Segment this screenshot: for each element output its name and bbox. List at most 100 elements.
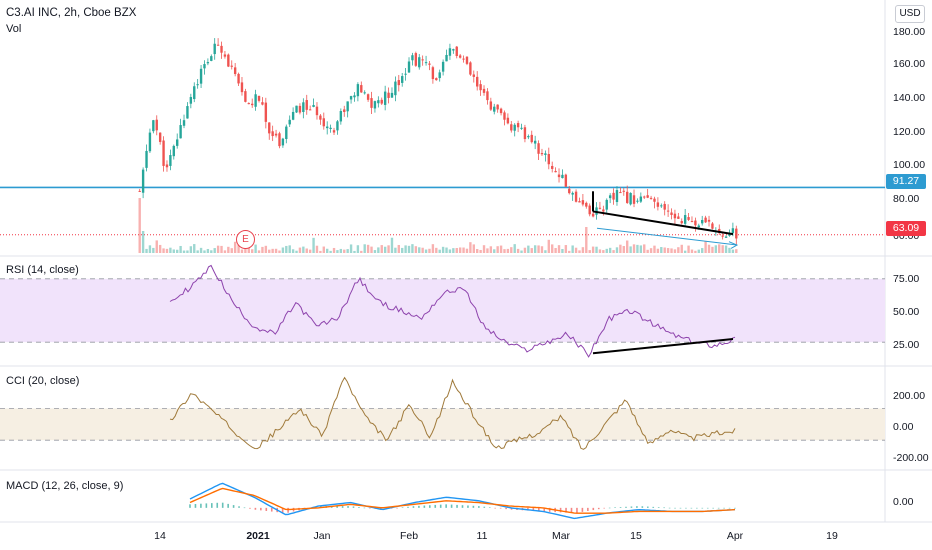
candle-body: [707, 219, 711, 222]
volume-bar: [516, 248, 520, 253]
macd-histogram-bar: [221, 502, 224, 508]
volume-bar: [288, 245, 291, 253]
volume-bar: [568, 250, 571, 253]
volume-bar: [612, 250, 615, 253]
volume-bar: [591, 246, 595, 253]
volume-bar: [690, 249, 694, 253]
volume-bar: [360, 250, 363, 253]
candle-body: [476, 76, 479, 87]
volume-bar: [458, 247, 462, 253]
macd-histogram-bar: [734, 507, 736, 509]
volume-bar: [469, 242, 472, 253]
macd-histogram-bar: [363, 507, 366, 509]
candle-body: [295, 105, 298, 113]
volume-bar: [721, 245, 724, 253]
candle-body: [632, 195, 636, 204]
candle-body: [165, 164, 169, 168]
candle-body: [336, 121, 339, 131]
cci-tick-label: 0.00: [893, 421, 914, 433]
volume-bar: [465, 248, 469, 253]
volume-bar: [346, 249, 349, 253]
macd-histogram-bar: [238, 506, 240, 508]
candle-body: [244, 91, 247, 102]
volume-bar: [718, 244, 721, 253]
candle-body: [216, 44, 220, 46]
candle-body: [690, 221, 694, 223]
candle-body: [588, 205, 591, 215]
candle-body: [711, 223, 714, 229]
currency-button[interactable]: USD: [895, 5, 925, 23]
macd-histogram-bar: [450, 504, 453, 508]
candle-body: [469, 62, 472, 75]
candle-body: [176, 139, 179, 146]
macd-histogram-bar: [674, 507, 676, 509]
macd-histogram-bar: [369, 507, 371, 509]
volume-bar: [407, 245, 411, 253]
candle-body: [571, 192, 574, 195]
candle-body: [193, 86, 196, 100]
macd-histogram-bar: [336, 506, 338, 508]
macd-histogram-bar: [478, 506, 480, 508]
candle-body: [152, 120, 155, 132]
volume-bar: [533, 245, 537, 253]
volume-bar: [141, 231, 145, 253]
candle-body: [670, 212, 673, 215]
volume-bar: [680, 244, 683, 253]
candle-body: [268, 122, 271, 134]
earnings-marker[interactable]: E: [236, 230, 255, 249]
volume-bar: [574, 247, 578, 253]
volume-bar: [554, 248, 557, 253]
volume-bar: [213, 248, 216, 253]
volume-bar: [530, 248, 533, 253]
volume-bar: [523, 247, 527, 253]
candle-body: [428, 63, 431, 65]
candle-body: [213, 43, 216, 55]
candle-body: [404, 73, 407, 75]
macd-histogram-bar: [587, 507, 589, 511]
volume-bar: [336, 250, 339, 253]
candle-body: [339, 111, 343, 122]
macd-histogram-bar: [608, 507, 611, 509]
candle-body: [288, 119, 291, 125]
volume-bar: [302, 246, 305, 253]
price-tick-label: 160.00: [893, 58, 926, 70]
candle-body: [608, 195, 612, 199]
candle-body: [141, 169, 145, 193]
candle-body: [169, 155, 172, 166]
candle-body: [438, 72, 441, 79]
volume-bar: [349, 244, 353, 253]
volume-bar: [476, 249, 479, 253]
volume-bar: [711, 246, 714, 253]
candle-body: [291, 111, 295, 120]
signal-line: [189, 487, 736, 514]
cci-tick-label: -200.00: [893, 452, 929, 464]
volume-bar: [162, 248, 165, 253]
projection-arrow-head: [728, 241, 739, 249]
macd-histogram-bar: [243, 507, 246, 509]
candle-body: [390, 92, 394, 98]
candle-body: [503, 112, 506, 120]
volume-label: Vol: [6, 23, 22, 35]
volume-bar: [366, 244, 370, 253]
volume-bar: [578, 250, 581, 253]
volume-bar: [441, 246, 445, 253]
candle-body: [271, 131, 274, 137]
x-tick-label: 19: [826, 530, 838, 542]
candle-body: [697, 225, 700, 228]
macd-histogram-bar: [401, 507, 404, 508]
macd-histogram-bar: [423, 505, 426, 508]
candle-body: [196, 84, 199, 86]
candle-body: [220, 45, 223, 53]
candle-body: [227, 54, 230, 67]
candle-body: [397, 80, 400, 86]
candle-body: [598, 207, 602, 209]
candle-body: [148, 132, 152, 152]
price-line-badge: 91.27: [886, 174, 926, 189]
candle-body: [666, 210, 670, 212]
volume-bar: [707, 244, 711, 253]
volume-bar: [544, 250, 547, 253]
volume-bar: [506, 248, 510, 253]
candle-body: [530, 134, 533, 143]
volume-bar: [571, 245, 574, 253]
